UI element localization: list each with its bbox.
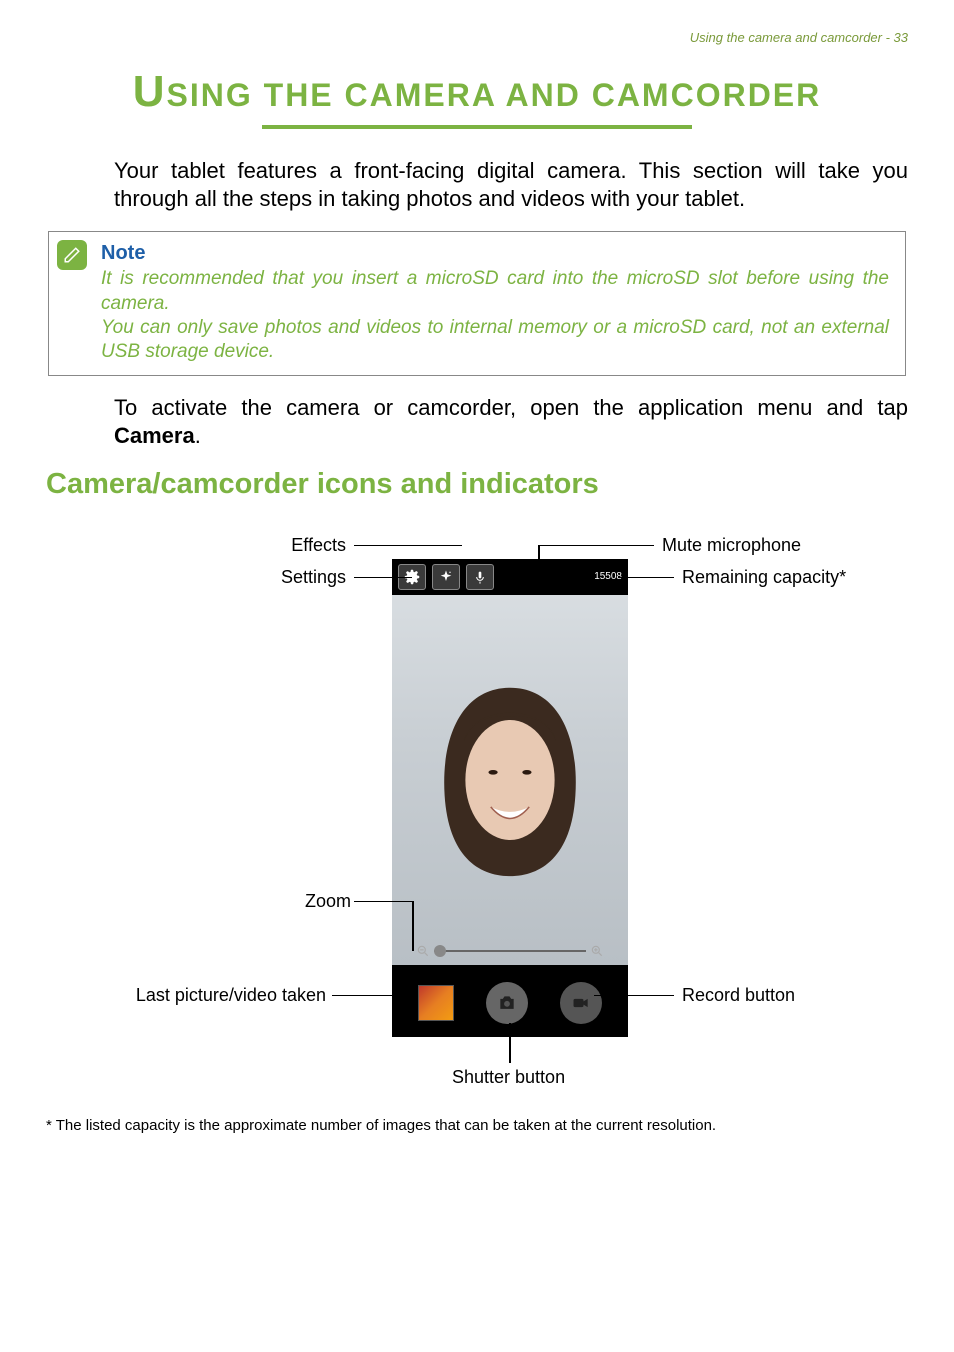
note-line-2: You can only save photos and videos to i… <box>101 317 889 362</box>
last-picture-thumbnail[interactable] <box>418 985 454 1021</box>
note-line-1: It is recommended that you insert a micr… <box>101 268 889 313</box>
note-body: It is recommended that you insert a micr… <box>101 267 889 364</box>
camera-icon <box>497 993 517 1013</box>
shutter-button[interactable] <box>486 982 528 1024</box>
mute-mic-label: Mute microphone <box>662 535 801 556</box>
intro-paragraph: Your tablet features a front-facing digi… <box>114 157 908 213</box>
preview-face-icon <box>430 680 590 880</box>
zoom-thumb[interactable] <box>434 945 446 957</box>
post-note-bold: Camera <box>114 423 195 448</box>
note-box: Note It is recommended that you insert a… <box>48 231 906 375</box>
post-note-text-1: To activate the camera or camcorder, ope… <box>114 395 908 420</box>
zoom-line-v <box>412 901 414 951</box>
video-icon <box>571 993 591 1013</box>
last-picture-line <box>332 995 407 997</box>
camera-preview <box>392 595 628 965</box>
zoom-line-h <box>354 901 412 903</box>
section-heading: Camera/camcorder icons and indicators <box>46 468 908 501</box>
camera-topbar: 15508 <box>392 559 628 595</box>
zoom-out-icon <box>416 944 430 958</box>
page-header: Using the camera and camcorder - 33 <box>46 30 908 45</box>
note-title: Note <box>101 242 889 265</box>
remaining-capacity-label: Remaining capacity* <box>682 567 846 588</box>
zoom-in-icon <box>590 944 604 958</box>
chapter-title: USING THE CAMERA AND CAMCORDER <box>46 67 908 117</box>
shutter-line <box>509 1023 511 1063</box>
chapter-title-rest: SING THE CAMERA AND CAMCORDER <box>167 77 822 113</box>
camera-diagram: 15508 <box>46 527 908 1109</box>
capacity-line <box>618 577 674 579</box>
zoom-track <box>434 950 586 952</box>
footnote: * The listed capacity is the approximate… <box>46 1117 908 1134</box>
camera-frame: 15508 <box>392 559 628 1037</box>
post-note-text-2: . <box>195 423 201 448</box>
effects-line <box>354 545 462 547</box>
mute-mic-line-v <box>538 545 540 571</box>
record-line <box>594 995 674 997</box>
settings-line <box>354 577 412 579</box>
zoom-slider[interactable] <box>412 941 608 961</box>
mute-microphone-button[interactable] <box>466 564 494 590</box>
note-icon <box>57 240 87 270</box>
settings-label: Settings <box>256 567 346 588</box>
shutter-button-label: Shutter button <box>452 1067 565 1088</box>
zoom-label: Zoom <box>291 891 351 912</box>
chapter-underline <box>262 125 692 129</box>
last-picture-label: Last picture/video taken <box>116 985 326 1006</box>
effects-button[interactable] <box>432 564 460 590</box>
post-note-paragraph: To activate the camera or camcorder, ope… <box>114 394 908 450</box>
mute-mic-line-h <box>538 545 654 547</box>
chapter-first-letter: U <box>133 67 167 116</box>
effects-label: Effects <box>276 535 346 556</box>
record-button-label: Record button <box>682 985 795 1006</box>
record-button[interactable] <box>560 982 602 1024</box>
